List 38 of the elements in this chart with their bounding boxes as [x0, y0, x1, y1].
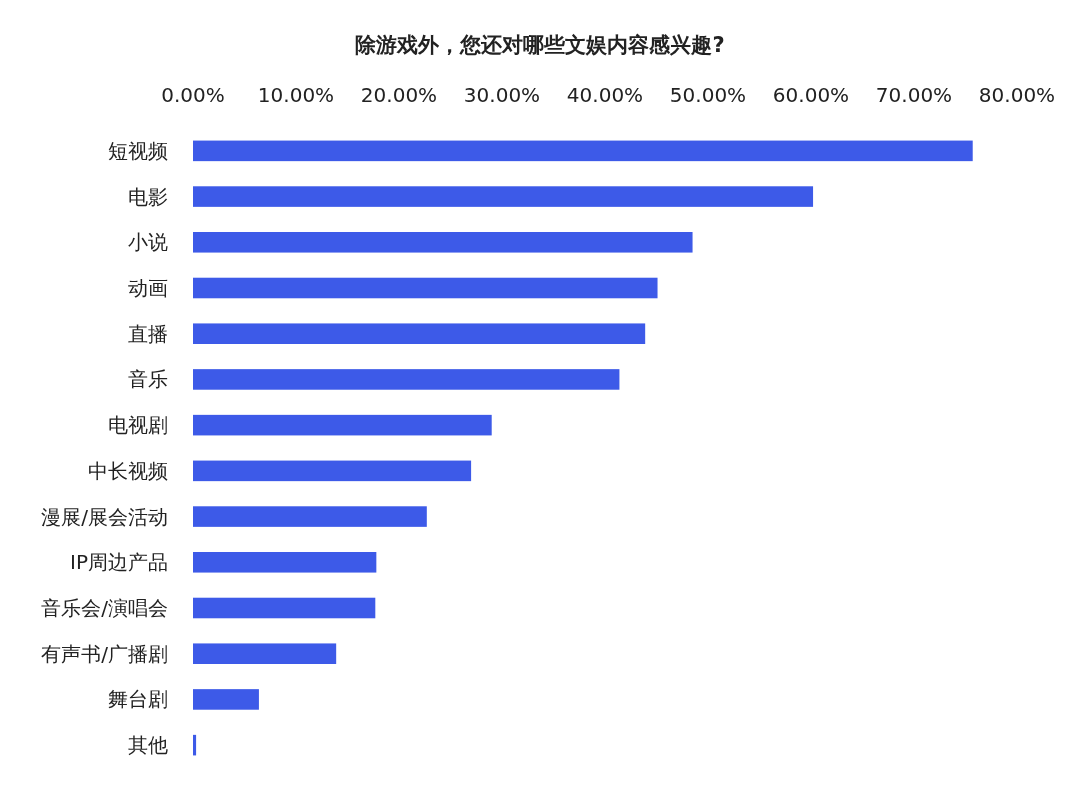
y-tick-label: 有声书/广播剧	[41, 641, 168, 666]
bar	[193, 369, 620, 390]
bar	[193, 232, 693, 253]
y-tick-label: 小说	[128, 230, 168, 255]
bar	[193, 323, 646, 344]
x-tick-label: 50.00%	[669, 83, 747, 107]
y-tick-label: 音乐会/演唱会	[41, 596, 168, 620]
x-tick-label: 70.00%	[875, 83, 953, 107]
y-tick-label: IP周边产品	[70, 550, 168, 575]
bar	[193, 734, 197, 756]
y-tick-label: 漫展/展会活动	[41, 504, 168, 529]
bar	[193, 689, 259, 710]
y-tick-label: 舞台剧	[108, 687, 168, 712]
y-tick-label: 电影	[128, 184, 168, 209]
x-tick-label: 80.00%	[978, 83, 1056, 107]
y-tick-label: 音乐	[128, 367, 168, 392]
y-tick-label: 电视剧	[108, 413, 168, 438]
bar	[193, 140, 973, 162]
x-tick-label: 20.00%	[360, 83, 438, 107]
y-tick-label: 短视频	[108, 138, 168, 163]
y-tick-label: 动画	[128, 276, 168, 300]
y-tick-label: 其他	[128, 733, 168, 758]
bar	[193, 460, 472, 482]
bar	[193, 277, 658, 299]
bar	[193, 552, 377, 573]
bar	[193, 643, 337, 664]
x-tick-label: 30.00%	[463, 83, 541, 107]
bar	[193, 506, 427, 527]
bar	[193, 414, 492, 436]
x-tick-label: 40.00%	[566, 83, 644, 107]
bar	[193, 186, 814, 207]
y-tick-label: 中长视频	[88, 458, 168, 483]
x-tick-label: 10.00%	[257, 83, 335, 107]
y-tick-label: 直播	[128, 321, 168, 346]
x-tick-label: 60.00%	[772, 83, 850, 107]
bar	[193, 597, 376, 619]
chart-title: 除游戏外，您还对哪些文娱内容感兴趣?	[355, 33, 725, 57]
x-tick-label: 0.00%	[161, 83, 225, 107]
